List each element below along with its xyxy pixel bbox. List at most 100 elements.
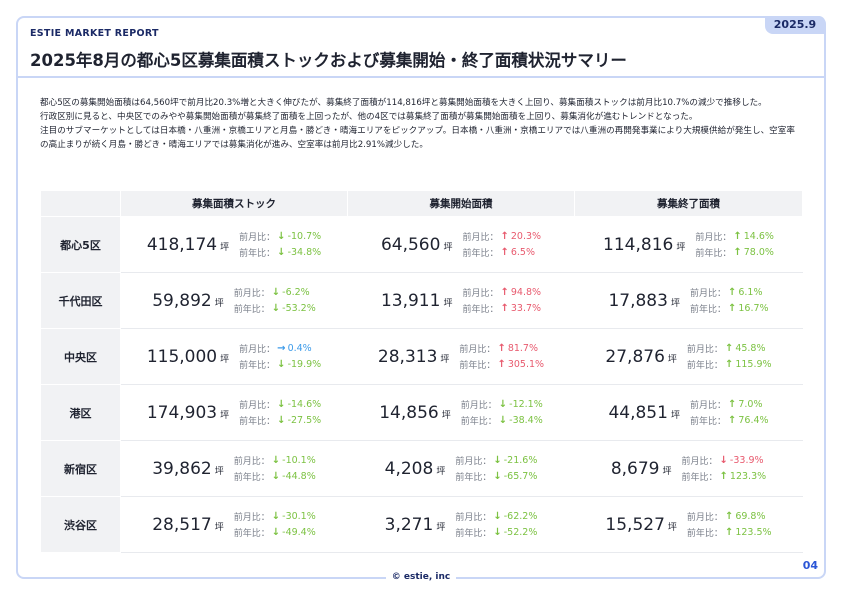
- metric-value: 17,883 坪: [608, 291, 680, 311]
- metric-unit: 坪: [667, 522, 677, 533]
- yoy-change: 前年比： ↑ 76.4%: [690, 414, 769, 427]
- mom-change-value: 81.7%: [507, 343, 539, 354]
- arrow-up-icon: ↑: [500, 287, 509, 298]
- yoy-change-label: 前年比：: [681, 473, 718, 483]
- metric-cell: 174,903 坪前月比： ↓ -14.6% 前年比： ↓ -27.5%: [127, 398, 341, 427]
- summary-paragraph: 行政区別に見ると、中央区でのみやや募集開始面積が募集終了面積を上回ったが、他の4…: [40, 112, 698, 122]
- yoy-change-value: -52.2%: [503, 527, 538, 538]
- mom-change: 前月比： ↓ -14.6%: [239, 398, 321, 411]
- table-cell: 28,517 坪前月比： ↓ -30.1% 前年比： ↓ -49.4%: [120, 496, 348, 553]
- table-cell: 115,000 坪前月比： → 0.4% 前年比： ↓ -19.9%: [120, 328, 348, 385]
- yoy-change-value: -53.2%: [282, 303, 316, 314]
- metric-value: 15,527 坪: [605, 515, 677, 535]
- change-block: 前月比： ↑ 7.0% 前年比： ↑ 76.4%: [690, 398, 769, 427]
- mom-change-value: 45.8%: [735, 343, 766, 354]
- table-cell: 15,527 坪前月比： ↑ 69.8% 前年比： ↑ 123.5%: [574, 496, 803, 553]
- mom-change: 前月比： ↑ 69.8%: [687, 510, 772, 523]
- metric-unit: 坪: [220, 242, 230, 253]
- yoy-change-label: 前年比：: [462, 249, 499, 259]
- yoy-change: 前年比： ↓ -49.4%: [234, 526, 316, 539]
- yoy-change-value: 123.5%: [735, 527, 772, 538]
- yoy-change: 前年比： ↑ 16.7%: [690, 302, 769, 315]
- arrow-up-icon: ↑: [727, 399, 737, 410]
- yoy-change: 前年比： ↓ -44.8%: [234, 470, 316, 483]
- metric-value: 13,911 坪: [381, 291, 453, 311]
- arrow-up-icon: ↑: [724, 511, 734, 522]
- row-header-area: 都心5区: [40, 216, 121, 273]
- table-cell: 13,911 坪前月比： ↑ 94.8% 前年比： ↑ 33.7%: [347, 272, 575, 329]
- arrow-down-icon: ↓: [498, 415, 508, 426]
- yoy-change: 前年比： ↓ -19.9%: [239, 358, 321, 371]
- arrow-up-icon: ↑: [497, 359, 506, 370]
- metric-cell: 15,527 坪前月比： ↑ 69.8% 前年比： ↑ 123.5%: [581, 510, 796, 539]
- mom-change: 前月比： ↑ 45.8%: [687, 342, 772, 355]
- date-badge: 2025.9: [765, 16, 825, 34]
- mom-change-label: 前月比：: [233, 289, 270, 299]
- metric-unit: 坪: [441, 410, 451, 421]
- mom-change-value: -12.1%: [509, 399, 543, 410]
- metric-unit: 坪: [662, 466, 672, 477]
- table-cell: 17,883 坪前月比： ↑ 6.1% 前年比： ↑ 16.7%: [574, 272, 803, 329]
- yoy-change: 前年比： ↑ 6.5%: [462, 246, 541, 259]
- arrow-up-icon: ↑: [500, 303, 509, 314]
- change-block: 前月比： ↓ -33.9% 前年比： ↑ 123.3%: [682, 454, 767, 483]
- metric-number: 39,862: [152, 458, 212, 479]
- metric-value: 64,560 坪: [381, 235, 453, 255]
- arrow-down-icon: ↓: [271, 511, 281, 522]
- metric-cell: 13,911 坪前月比： ↑ 94.8% 前年比： ↑ 33.7%: [354, 286, 568, 315]
- arrow-down-icon: ↓: [277, 399, 286, 410]
- corner-cell: [40, 190, 121, 217]
- mom-change: 前月比： ↓ -62.2%: [455, 510, 537, 523]
- change-block: 前月比： ↑ 14.6% 前年比： ↑ 78.0%: [695, 230, 774, 259]
- yoy-change-value: -19.9%: [287, 359, 322, 370]
- metric-unit: 坪: [670, 298, 680, 309]
- arrow-down-icon: ↓: [493, 471, 502, 482]
- metric-value: 39,862 坪: [152, 459, 224, 479]
- metric-unit: 坪: [436, 522, 446, 533]
- row-header-area: 港区: [40, 384, 121, 441]
- metric-value: 8,679 坪: [611, 459, 672, 479]
- mom-change-value: -30.1%: [282, 511, 316, 522]
- table-cell: 174,903 坪前月比： ↓ -14.6% 前年比： ↓ -27.5%: [120, 384, 348, 441]
- arrow-up-icon: ↑: [724, 343, 734, 354]
- arrow-down-icon: ↓: [498, 399, 508, 410]
- arrow-down-icon: ↓: [271, 527, 281, 538]
- yoy-change-label: 前年比：: [686, 361, 723, 371]
- mom-change-value: -62.2%: [503, 511, 538, 522]
- mom-change-value: -6.2%: [282, 287, 310, 298]
- mom-change-label: 前月比：: [455, 457, 492, 467]
- arrow-down-icon: ↓: [277, 231, 286, 242]
- arrow-up-icon: ↑: [733, 231, 742, 242]
- footer-copyright: © estie, inc: [0, 572, 842, 582]
- arrow-down-icon: ↓: [271, 455, 281, 466]
- yoy-change: 前年比： ↓ -38.4%: [461, 414, 543, 427]
- yoy-change-label: 前年比：: [460, 417, 497, 427]
- yoy-change: 前年比： ↓ -27.5%: [239, 414, 321, 427]
- metric-unit: 坪: [214, 298, 224, 309]
- metric-number: 174,903: [146, 402, 218, 423]
- arrow-up-icon: ↑: [727, 303, 737, 314]
- metric-unit: 坪: [220, 354, 230, 365]
- yoy-change-value: 305.1%: [507, 359, 545, 370]
- row-header-area: 新宿区: [40, 440, 121, 497]
- metric-number: 28,313: [377, 346, 438, 367]
- mom-change: 前月比： ↓ -33.9%: [682, 454, 767, 467]
- yoy-change-label: 前年比：: [455, 529, 492, 539]
- table-cell: 3,271 坪前月比： ↓ -62.2% 前年比： ↓ -52.2%: [347, 496, 575, 553]
- mom-change-label: 前月比：: [239, 233, 276, 243]
- arrow-down-icon: ↓: [277, 415, 286, 426]
- row-header-area: 中央区: [40, 328, 121, 385]
- arrow-up-icon: ↑: [724, 527, 734, 538]
- mom-change: 前月比： ↓ -6.2%: [234, 286, 316, 299]
- metric-value: 27,876 坪: [605, 347, 677, 367]
- table-header-row: 募集面積ストック 募集開始面積 募集終了面積: [40, 190, 803, 217]
- yoy-change-value: 115.9%: [735, 359, 772, 370]
- mom-change: 前月比： → 0.4%: [239, 342, 321, 355]
- mom-change-label: 前月比：: [462, 233, 499, 243]
- yoy-change-value: -65.7%: [503, 471, 538, 482]
- mom-change-label: 前月比：: [239, 345, 276, 355]
- table-cell: 27,876 坪前月比： ↑ 45.8% 前年比： ↑ 115.9%: [574, 328, 803, 385]
- metric-cell: 28,313 坪前月比： ↑ 81.7% 前年比： ↑ 305.1%: [354, 342, 568, 371]
- metric-unit: 坪: [440, 354, 450, 365]
- change-block: 前月比： ↓ -30.1% 前年比： ↓ -49.4%: [234, 510, 316, 539]
